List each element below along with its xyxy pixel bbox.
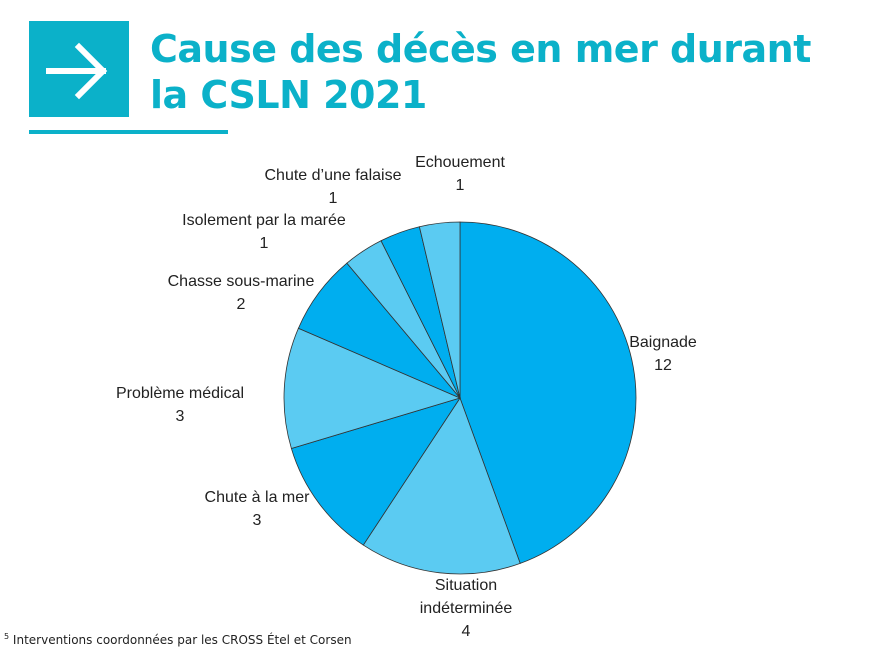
slice-label: Chute d’une falaise 1 [265, 167, 402, 207]
slice-label: Echouement 1 [415, 154, 505, 194]
footnote: 5 Interventions coordonnées par les CROS… [4, 632, 352, 647]
pie-slice-3 [290, 397, 461, 546]
pie-slice-1 [459, 221, 637, 564]
slice-label: Isolement par la marée 1 [182, 212, 346, 252]
page-title: Cause des décès en mer durant la CSLN 202… [150, 27, 811, 117]
slice-label: Chasse sous-marine 2 [168, 273, 315, 313]
pie-slice-4 [283, 327, 462, 449]
slice-label: Baignade 12 [629, 334, 697, 374]
title-underline [29, 130, 228, 134]
arrow-right-icon [29, 21, 129, 117]
pie-slice-8 [418, 221, 461, 399]
slice-label: Situation indéterminée 4 [420, 577, 513, 640]
slice-label: Chute à la mer 3 [205, 489, 311, 529]
pie-slice-2 [362, 397, 521, 575]
slice-label: Problème médical 3 [116, 385, 244, 425]
